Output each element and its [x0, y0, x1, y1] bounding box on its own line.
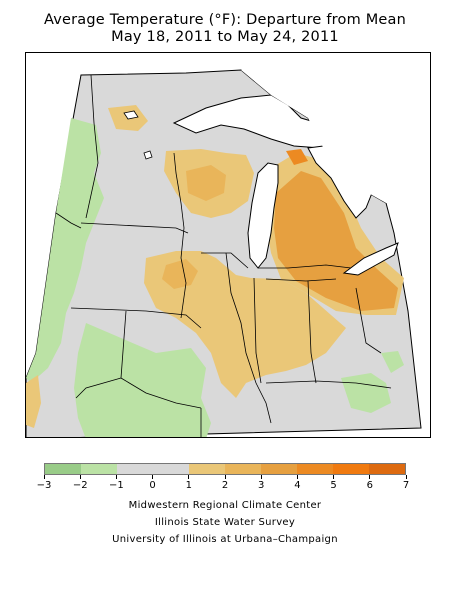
legend-tick: [79, 475, 81, 479]
legend-tick-label: −3: [36, 480, 52, 491]
legend-swatch: [261, 464, 297, 474]
credit-mrcc: Midwestern Regional Climate Center: [128, 500, 322, 511]
legend-swatch: [333, 464, 369, 474]
legend-tick: [152, 475, 154, 479]
legend-tick-label: 2: [221, 480, 229, 491]
warm-anomaly-wisconsin-core: [186, 165, 226, 201]
legend-tick-label: 7: [402, 480, 410, 491]
map-title: Average Temperature (°F): Departure from…: [43, 12, 407, 28]
legend-swatch: [117, 464, 153, 474]
warm-anomaly-illinois-core: [162, 259, 198, 289]
legend-swatch: [81, 464, 117, 474]
legend-tick-label: −1: [109, 480, 124, 491]
warm-anomaly-michigan-core: [274, 171, 398, 311]
legend-tick-label: 5: [330, 480, 337, 491]
warm-anomaly-upper-peninsula: [286, 149, 308, 165]
legend-tick-label: 0: [149, 480, 156, 491]
legend-tick: [405, 475, 407, 479]
map-panel: [25, 52, 431, 438]
legend-tick: [43, 475, 45, 479]
legend-swatch: [45, 464, 81, 474]
legend-swatch: [189, 464, 225, 474]
legend-tick: [115, 475, 117, 479]
legend-swatch: [153, 464, 189, 474]
cool-anomaly-west: [26, 118, 104, 383]
color-legend: [44, 463, 406, 475]
canada-area: [241, 53, 430, 203]
credit-isws: Illinois State Water Survey: [154, 517, 296, 528]
legend-tick-label: 6: [366, 480, 373, 491]
legend-swatch: [369, 464, 405, 474]
credit-uiuc: University of Illinois at Urbana–Champai…: [112, 534, 338, 545]
island-outline: [143, 150, 153, 160]
cool-anomaly-east: [381, 351, 404, 373]
legend-swatch: [297, 464, 333, 474]
legend-tick: [260, 475, 262, 479]
legend-tick-label: −2: [72, 480, 88, 491]
legend-tick: [333, 475, 335, 479]
cool-anomaly-southwest: [74, 323, 211, 437]
legend-tick-label: 4: [294, 480, 301, 491]
warm-anomaly-west-edge: [26, 375, 41, 428]
map-date-range: May 18, 2011 to May 24, 2011: [111, 29, 339, 45]
legend-tick-label: 1: [185, 480, 192, 491]
lake-erie: [342, 242, 399, 276]
lake-outline-northwest: [123, 110, 139, 120]
legend-tick: [296, 475, 298, 479]
temperature-departure-map: [26, 53, 430, 437]
lake-michigan: [247, 162, 279, 269]
legend-tick-label: 3: [258, 480, 265, 491]
legend-swatch: [225, 464, 261, 474]
legend-tick: [188, 475, 190, 479]
state-boundaries: [55, 74, 392, 437]
legend-tick: [224, 475, 226, 479]
legend-tick: [369, 475, 371, 479]
warm-anomaly-central: [144, 251, 346, 398]
